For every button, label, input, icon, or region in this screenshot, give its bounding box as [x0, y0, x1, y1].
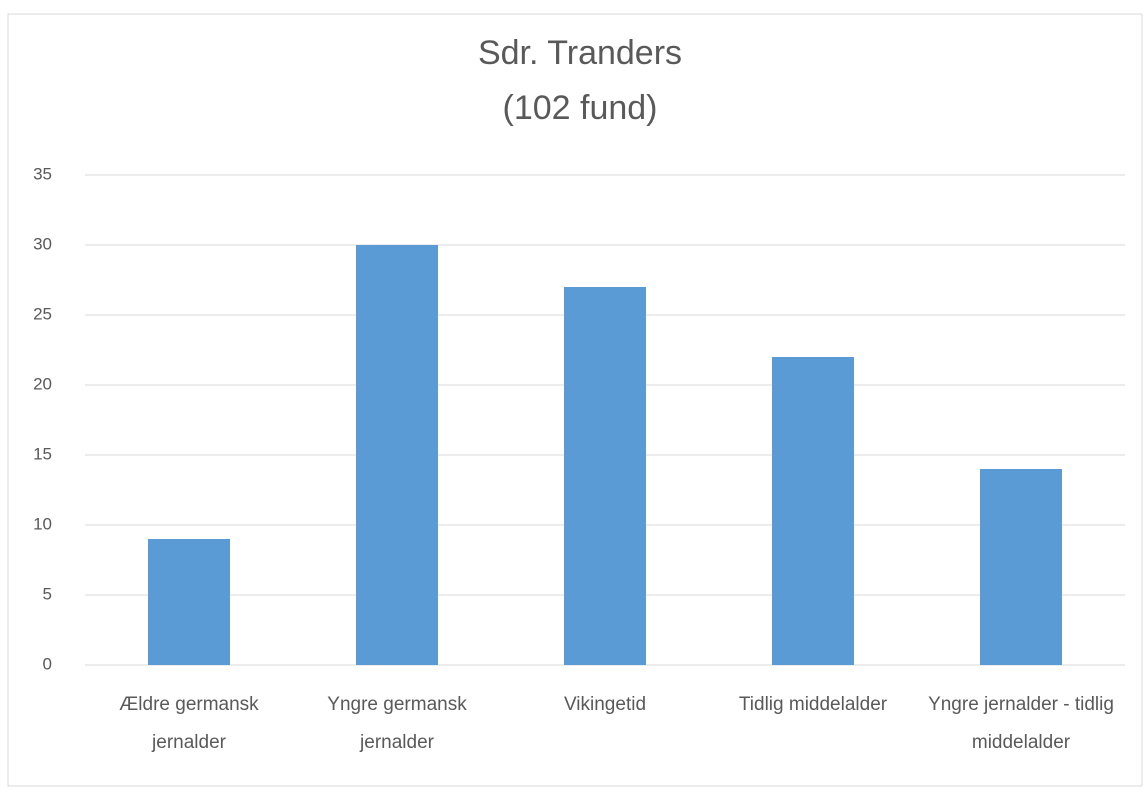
y-tick-label: 15 [33, 444, 52, 463]
chart-subtitle: (102 fund) [503, 89, 658, 127]
y-tick-label: 25 [33, 304, 52, 323]
x-tick-label: Ældre germansk jernalder [119, 694, 259, 753]
y-tick-label: 10 [33, 514, 52, 533]
x-tick-label: Yngre germansk jernalder [327, 694, 467, 753]
bar [772, 357, 854, 665]
y-tick-label: 30 [33, 234, 52, 253]
x-tick-label: Yngre jernalder - tidlig middelalder [928, 694, 1114, 753]
bar [148, 539, 230, 665]
y-tick-label: 0 [43, 654, 52, 673]
y-tick-label: 20 [33, 374, 52, 393]
bar [980, 469, 1062, 665]
x-tick-label: Tidlig middelalder [738, 694, 888, 715]
x-tick-label: Vikingetid [563, 694, 647, 715]
chart-title: Sdr. Tranders [478, 34, 682, 72]
y-tick-label: 35 [33, 164, 52, 183]
y-tick-label: 5 [43, 584, 52, 603]
bar [356, 245, 438, 665]
bar [564, 287, 646, 665]
